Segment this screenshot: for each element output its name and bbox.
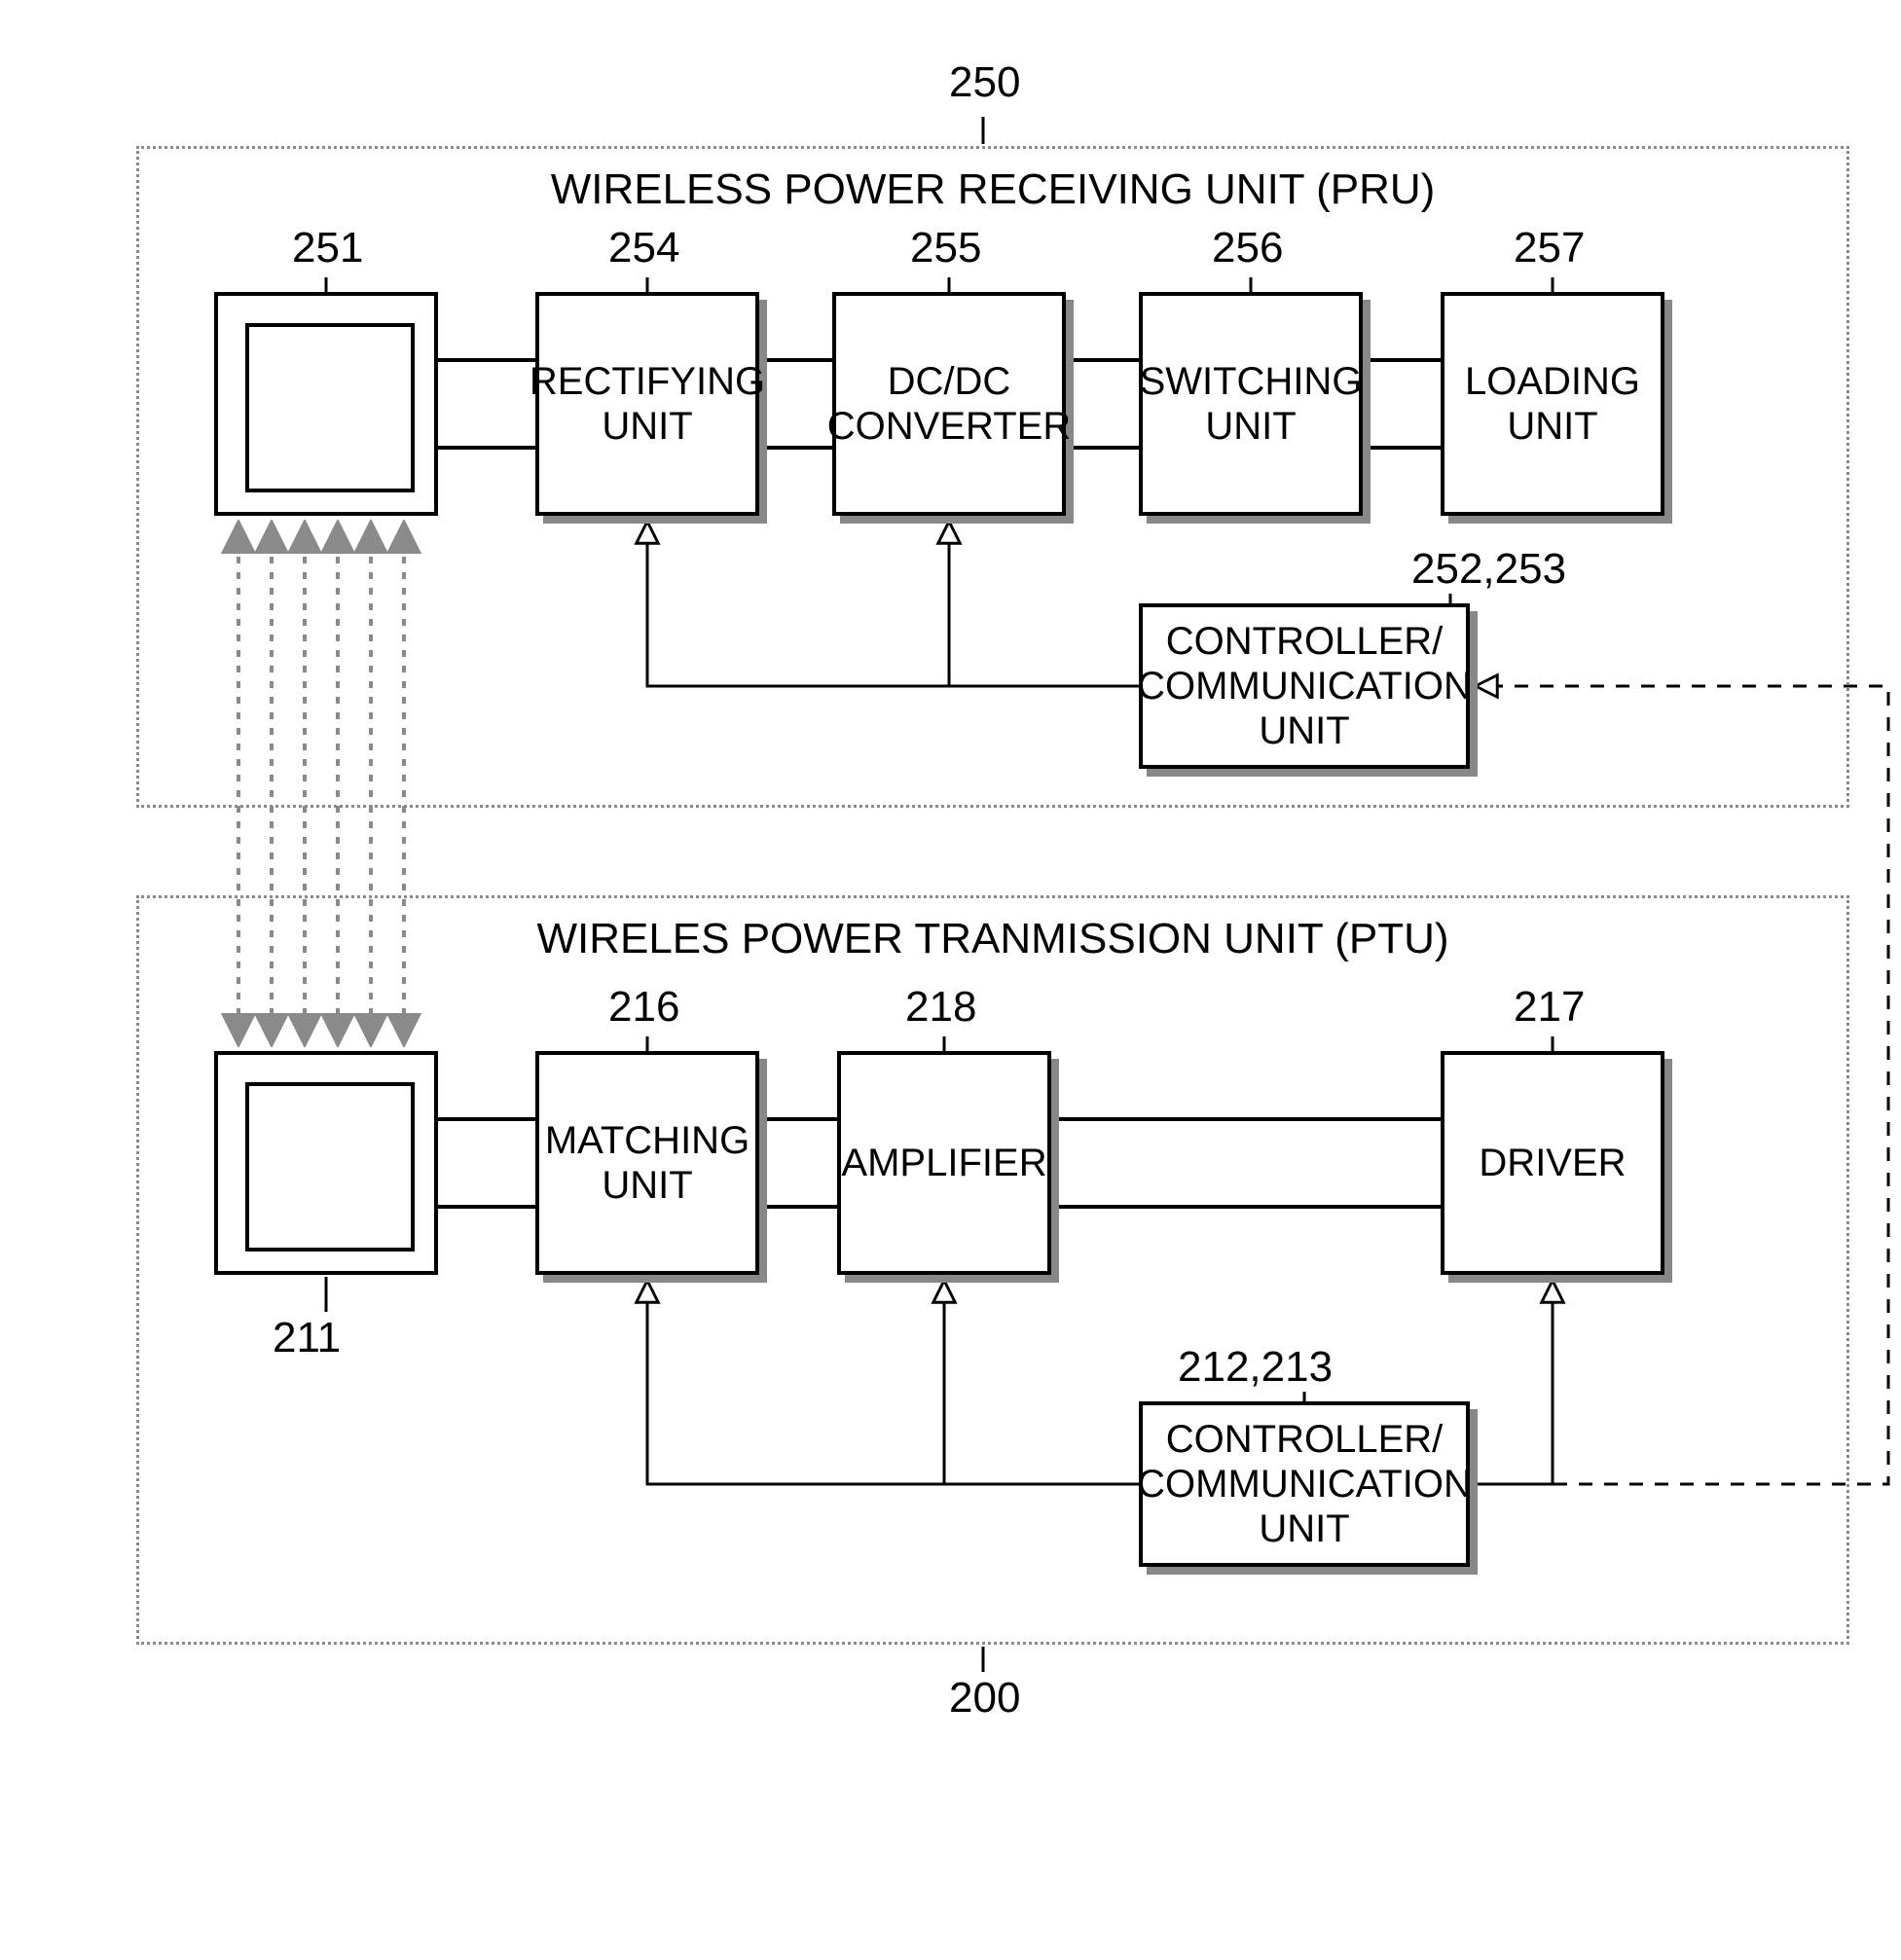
pru-load: LOADING UNIT	[1441, 292, 1664, 516]
pru-rectifier-ref: 254	[608, 224, 679, 272]
pru-switch-ref: 256	[1212, 224, 1283, 272]
pru-coil	[214, 292, 438, 516]
pru-dcdc-ref: 255	[910, 224, 981, 272]
ptu-amp-ref: 218	[905, 983, 976, 1032]
ptu-title: WIRELES POWER TRANMISSION UNIT (PTU)	[136, 915, 1849, 963]
ptu-driver-ref: 217	[1514, 983, 1585, 1032]
ptu-match-ref: 216	[608, 983, 679, 1032]
ptu-ctrl: CONTROLLER/ COMMUNICATION UNIT	[1139, 1401, 1470, 1567]
pru-rectifier: RECTIFYING UNIT	[535, 292, 759, 516]
ptu-coil-ref: 211	[273, 1314, 341, 1362]
pru-title: WIRELESS POWER RECEIVING UNIT (PRU)	[136, 165, 1849, 214]
pru-dcdc: DC/DC CONVERTER	[832, 292, 1066, 516]
ptu-coil	[214, 1051, 438, 1275]
ptu-driver: DRIVER	[1441, 1051, 1664, 1275]
ptu-ref: 200	[949, 1674, 1020, 1723]
ptu-ctrl-ref: 212,213	[1178, 1343, 1333, 1392]
pru-ctrl: CONTROLLER/ COMMUNICATION UNIT	[1139, 603, 1470, 769]
pru-ctrl-ref: 252,253	[1411, 545, 1566, 594]
pru-coil-ref: 251	[292, 224, 363, 272]
ptu-amp: AMPLIFIER	[837, 1051, 1051, 1275]
ptu-match: MATCHING UNIT	[535, 1051, 759, 1275]
pru-load-ref: 257	[1514, 224, 1585, 272]
pru-ref: 250	[949, 58, 1020, 107]
pru-switch: SWITCHING UNIT	[1139, 292, 1363, 516]
